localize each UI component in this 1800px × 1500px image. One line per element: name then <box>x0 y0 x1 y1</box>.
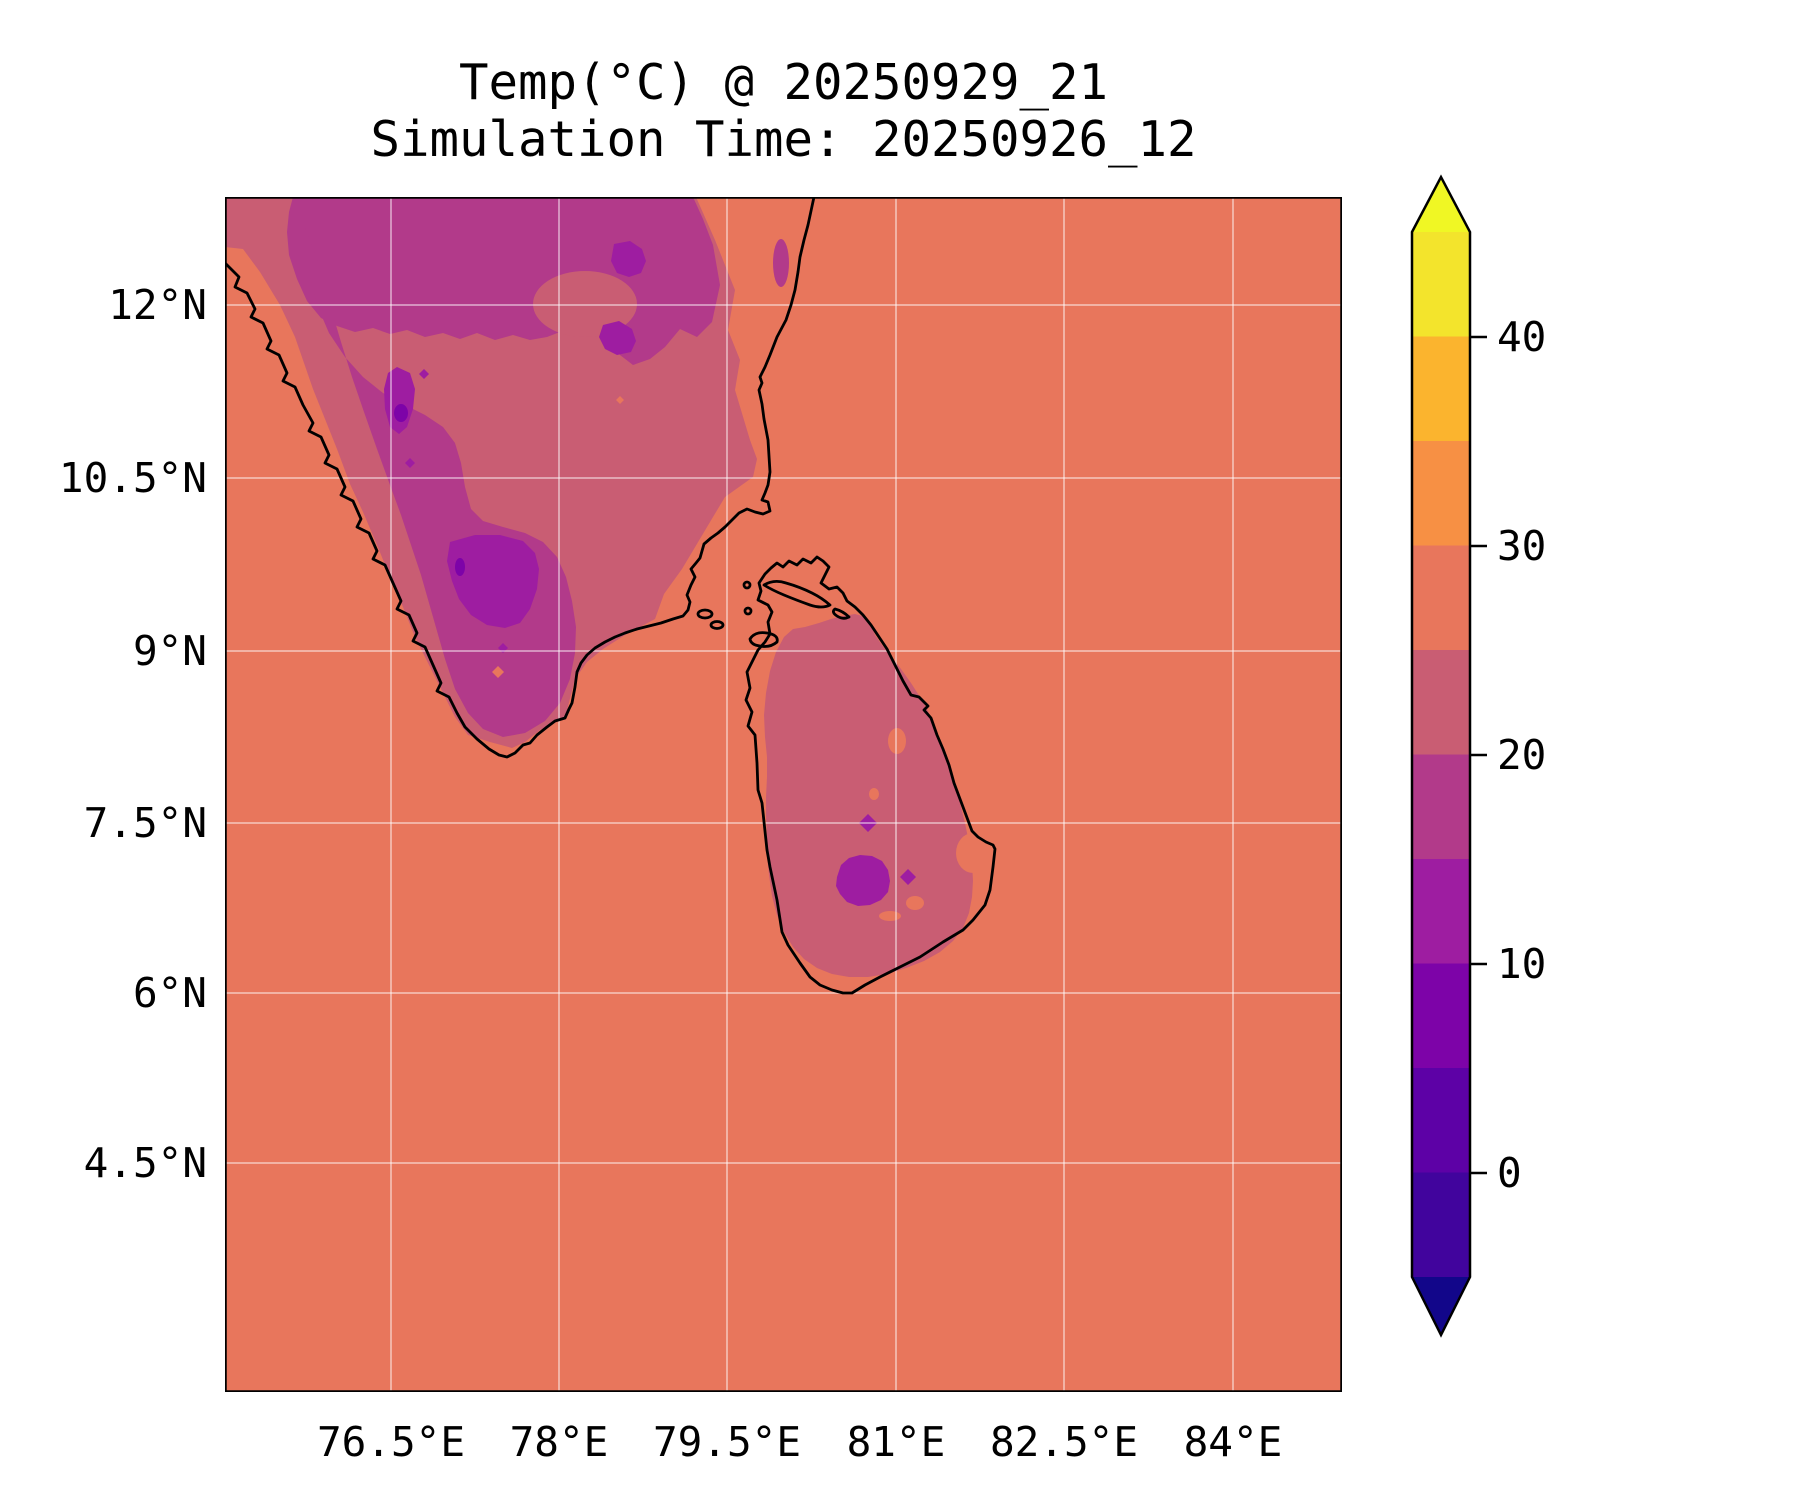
ytick-6n: 6°N <box>132 969 207 1017</box>
region-coastal-sliver <box>773 239 789 287</box>
region-sri-lanka-interior <box>764 614 973 977</box>
region-mysore-purple-1 <box>611 241 646 277</box>
cbtick-label-40: 40 <box>1497 313 1547 361</box>
sl-purple-dot-2 <box>900 869 916 885</box>
sl-purple-dot-1 <box>859 814 877 832</box>
purple-dot-1 <box>419 369 429 379</box>
colorbar-seg-40-45 <box>1412 232 1470 337</box>
ytick-4-5n: 4.5°N <box>83 1139 207 1187</box>
purple-dot-3 <box>498 643 508 653</box>
coastline-jaffna-islet-2 <box>709 620 725 630</box>
coastline-sri-lanka <box>744 555 997 995</box>
cbtick-label-20: 20 <box>1497 731 1547 779</box>
colorbar-seg-0-5 <box>1412 1068 1470 1173</box>
sl-warm-notch-east <box>956 833 990 873</box>
sl-warm-dot-1 <box>888 728 906 754</box>
map-canvas <box>225 197 1342 1392</box>
coastline-mannar-island <box>748 631 779 648</box>
cbtick-label-30: 30 <box>1497 522 1547 570</box>
colorbar-seg-5-10 <box>1412 963 1470 1068</box>
coastline-jaffna-islet-1 <box>696 608 714 620</box>
cbtick-label-0: 0 <box>1497 1149 1522 1197</box>
colorbar-outline <box>1410 174 1472 1338</box>
coastline-rameswaram-chain <box>762 580 832 609</box>
colorbar-seg-35-40 <box>1412 336 1470 441</box>
gridlines <box>225 197 1342 1392</box>
cbtick-label-10: 10 <box>1497 940 1547 988</box>
purple-dot-2 <box>405 458 415 468</box>
colorbar-seg-30-35 <box>1412 441 1470 546</box>
xtick-76-5e: 76.5°E <box>316 1418 466 1466</box>
colorbar-seg-15-20 <box>1412 754 1470 859</box>
region-nilgiri-purple <box>384 367 415 434</box>
sl-warm-dot-3 <box>906 896 924 910</box>
sl-warm-dot-2 <box>879 911 901 921</box>
ytick-12n: 12°N <box>108 281 207 329</box>
region-nilgiri-violet-core <box>394 404 408 422</box>
ytick-7-5n: 7.5°N <box>83 799 207 847</box>
region-sl-highlands-purple <box>836 855 890 906</box>
colorbar-seg-10-15 <box>1412 859 1470 964</box>
plot-title: Temp(°C) @ 20250929_21 Simulation Time: … <box>225 54 1342 168</box>
region-palani-purple <box>447 535 539 628</box>
sl-warm-dot-4 <box>869 788 879 800</box>
colorbar-seg-20-25 <box>1412 650 1470 755</box>
ytick-10-5n: 10.5°N <box>58 454 207 502</box>
colorbar-over-arrow <box>1412 177 1470 232</box>
colorbar-seg-25-30 <box>1412 545 1470 650</box>
region-mysore-purple-2 <box>599 321 636 355</box>
ytick-9n: 9°N <box>132 627 207 675</box>
xtick-82-5e: 82.5°E <box>989 1418 1139 1466</box>
warm-dot-plateau <box>616 396 624 404</box>
colorbar <box>1410 174 1487 1338</box>
title-line-1: Temp(°C) @ 20250929_21 <box>458 54 1108 111</box>
colorbar-seg-m5-0 <box>1412 1172 1470 1277</box>
coastline-jaffna-islet-3 <box>742 580 752 590</box>
title-line-2: Simulation Time: 20250926_12 <box>370 111 1197 168</box>
colorbar-under-arrow <box>1412 1277 1470 1335</box>
coastline-islet-2 <box>743 606 753 616</box>
region-rose-inlet <box>533 271 637 337</box>
region-palani-violet-core <box>455 558 465 576</box>
coastline-islet-1 <box>832 607 851 620</box>
xtick-79-5e: 79.5°E <box>652 1418 802 1466</box>
coastline-india <box>225 197 816 759</box>
xtick-81e: 81°E <box>846 1418 946 1466</box>
xtick-84e: 84°E <box>1183 1418 1283 1466</box>
warm-dot-madurai <box>492 666 504 678</box>
xtick-78e: 78°E <box>509 1418 609 1466</box>
